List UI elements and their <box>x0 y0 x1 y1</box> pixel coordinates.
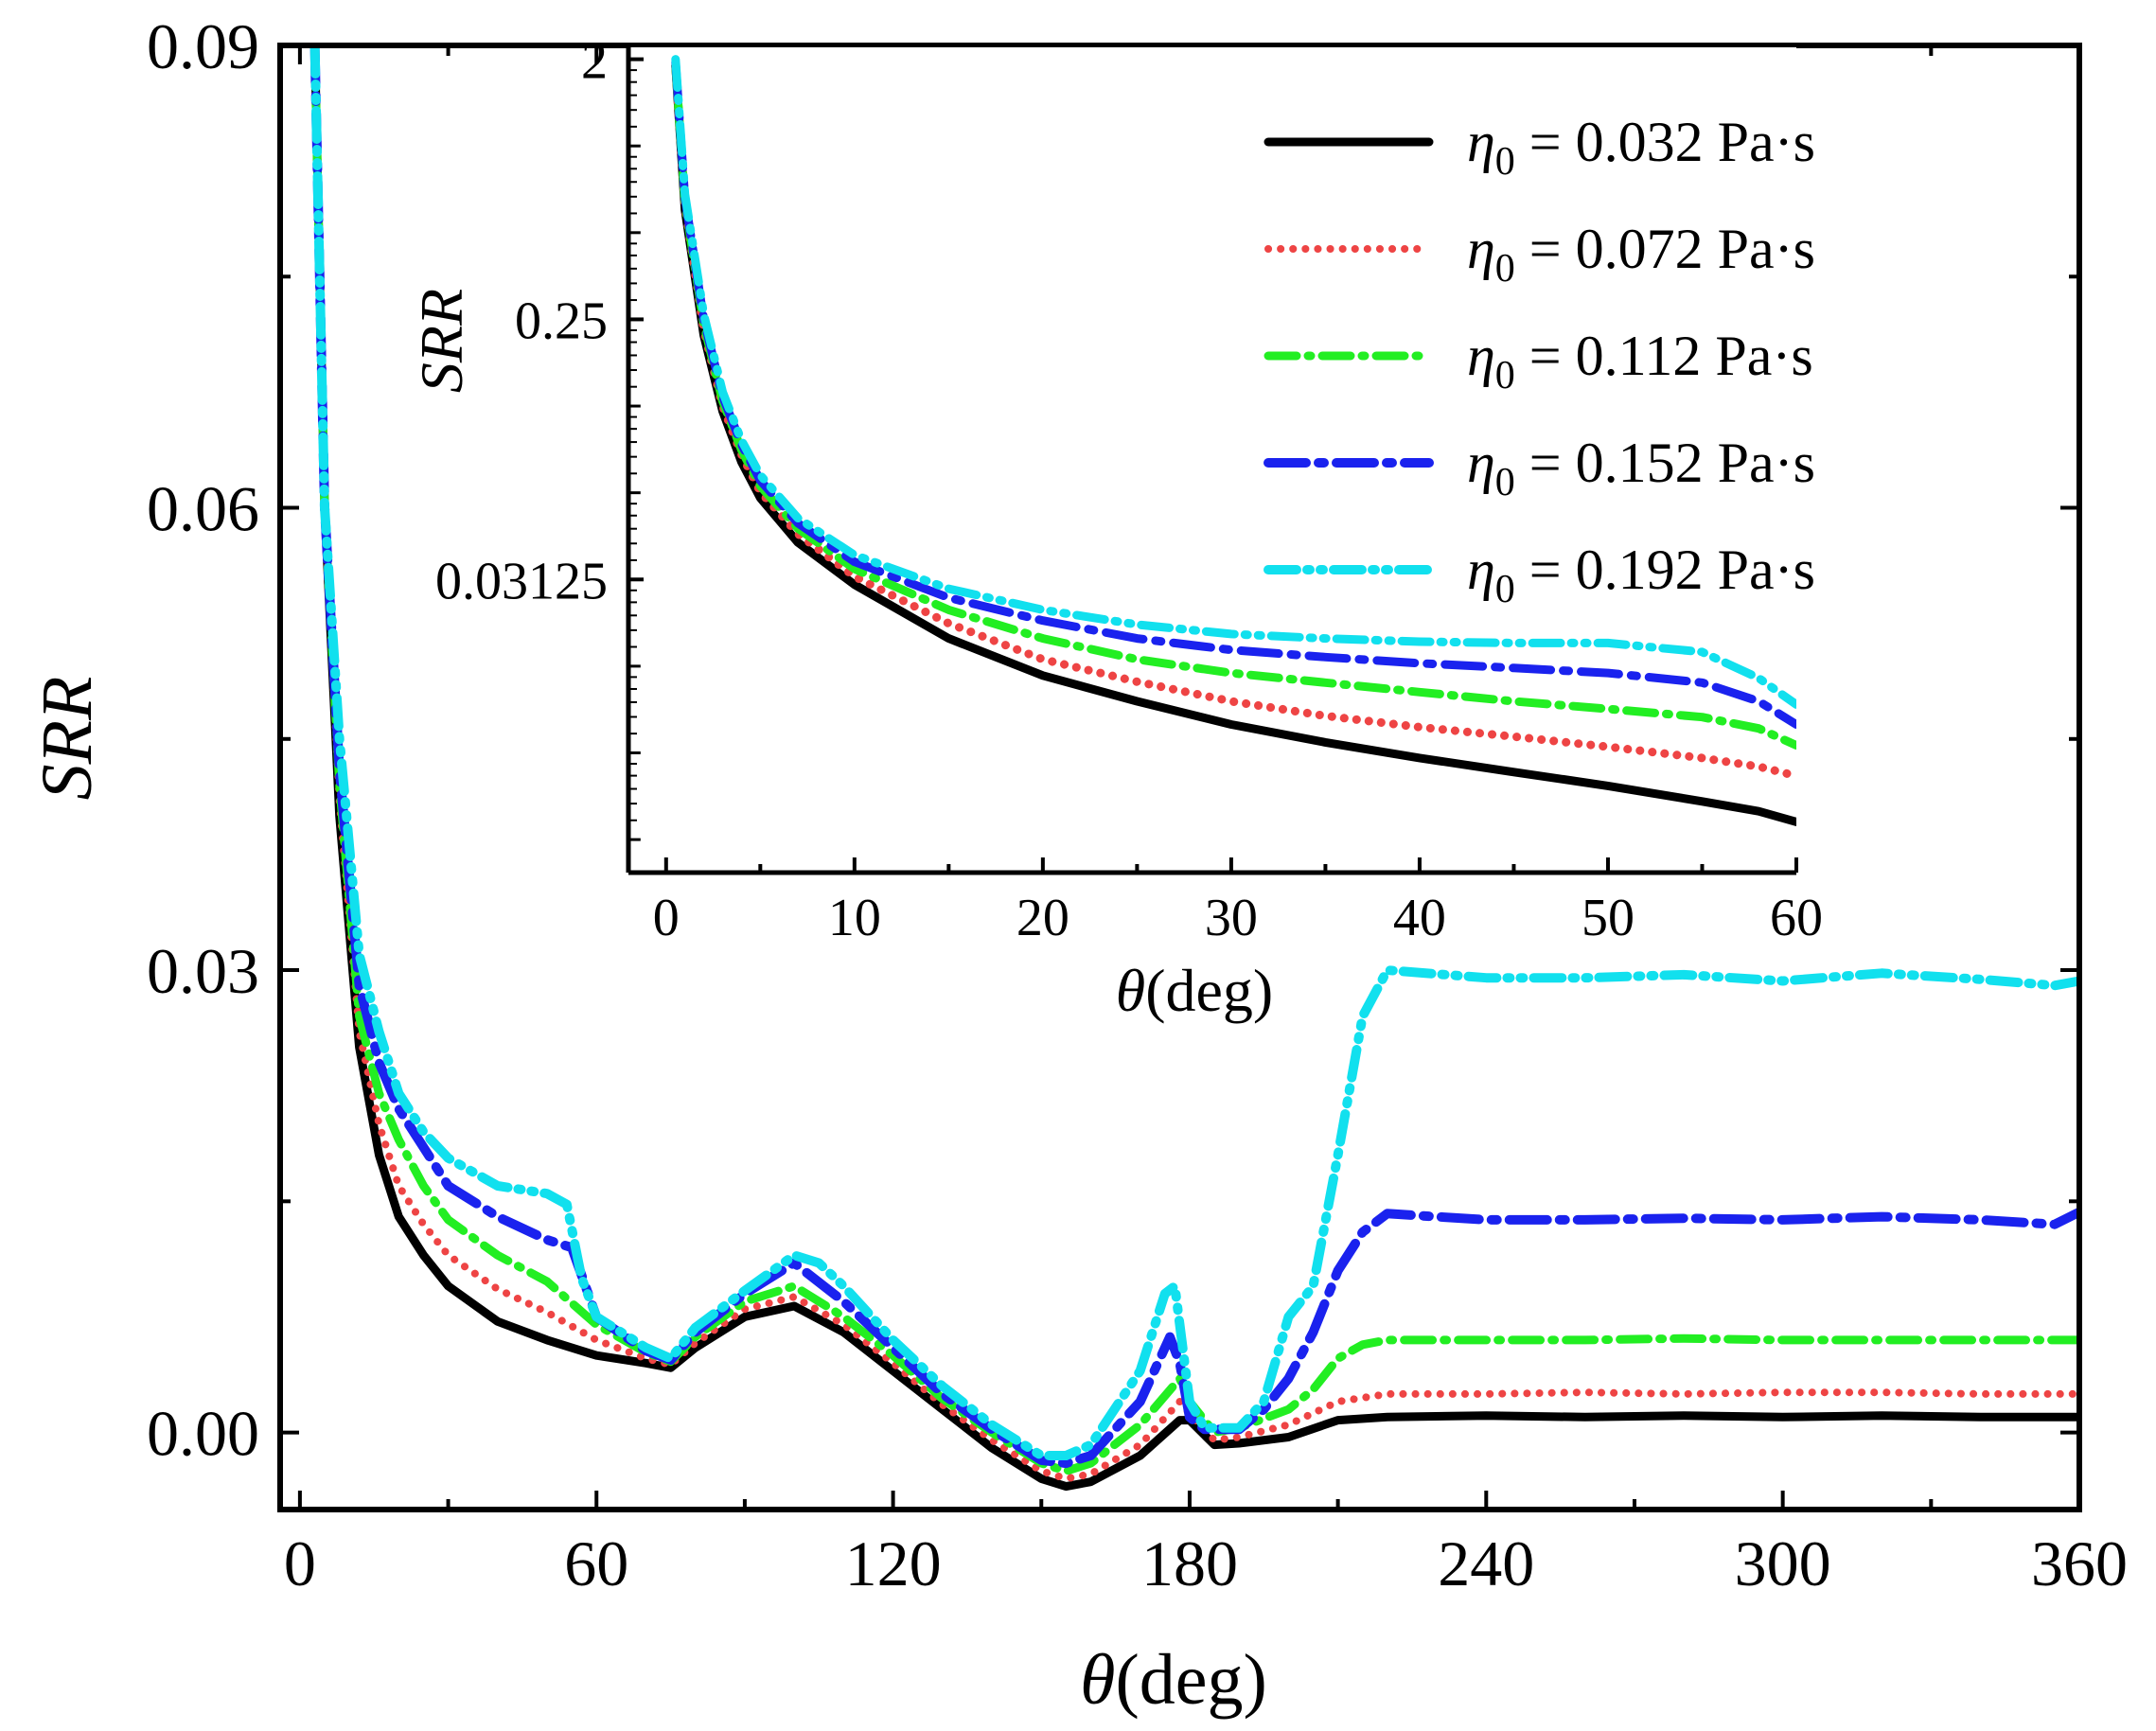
inset-y-axis-title: SRR <box>408 289 475 393</box>
legend-label-0: η0 = 0.032 Pa·s <box>1467 111 1815 184</box>
main-series-line-4 <box>309 45 2079 1460</box>
inset-y-tick-label: 2 <box>581 32 608 91</box>
inset-series-group <box>671 55 1796 826</box>
inset-y-tick-label: 0.03125 <box>435 552 608 610</box>
main-series-line-0 <box>310 45 2079 1492</box>
main-x-tick-label: 120 <box>845 1528 942 1599</box>
main-x-tick-label: 300 <box>1735 1528 1831 1599</box>
inset-x-tick-label: 60 <box>1770 889 1823 947</box>
main-series-line-1 <box>310 45 2079 1483</box>
main-x-tick-label: 240 <box>1438 1528 1534 1599</box>
main-x-axis-unit: (deg) <box>1115 1640 1266 1720</box>
inset-x-axis-unit: (deg) <box>1145 957 1273 1024</box>
inset-y-tick-label: 0.25 <box>515 291 608 350</box>
main-x-tick-label: 360 <box>2031 1528 2128 1599</box>
inset-x-tick-label: 50 <box>1582 889 1635 947</box>
main-x-tick-label: 180 <box>1141 1528 1238 1599</box>
inset-x-tick-label: 0 <box>653 889 680 947</box>
main-x-axis-symbol: θ <box>1080 1640 1115 1720</box>
inset-x-axis-symbol: θ <box>1116 957 1145 1024</box>
inset-x-tick-label: 20 <box>1016 889 1069 947</box>
inset-plot-background <box>628 47 1796 873</box>
inset-axis-ticks: 0 10 20 30 40 50 60 2 0.25 0.03125 <box>435 32 1823 947</box>
inset-x-axis-title: θ(deg) <box>1116 957 1273 1024</box>
main-y-tick-label: 0.09 <box>147 10 259 82</box>
main-y-tick-label: 0.03 <box>147 935 259 1007</box>
main-y-tick-label: 0.06 <box>147 473 259 545</box>
legend: η0 = 0.032 Pa·s η0 = 0.072 Pa·s η0 = 0.112… <box>1264 111 1815 611</box>
inset-x-tick-label: 10 <box>828 889 881 947</box>
inset-x-tick-label: 30 <box>1205 889 1258 947</box>
main-series-group <box>309 45 2079 1492</box>
inset-plot: 0 10 20 30 40 50 60 2 0.25 0.03125 θ(deg) SRR <box>408 32 1823 1024</box>
main-y-axis-title: SRR <box>27 677 107 801</box>
legend-label-4: η0 = 0.192 Pa·s <box>1467 539 1815 611</box>
main-x-tick-label: 0 <box>284 1528 316 1599</box>
inset-series-line-4 <box>671 55 1796 709</box>
main-x-axis-title: θ(deg) <box>1080 1640 1267 1720</box>
legend-label-1: η0 = 0.072 Pa·s <box>1467 218 1815 291</box>
main-plot-frame <box>277 43 2082 1512</box>
main-x-tick-label: 60 <box>564 1528 628 1599</box>
legend-label-3: η0 = 0.152 Pa·s <box>1467 432 1815 504</box>
legend-label-2: η0 = 0.112 Pa·s <box>1467 325 1813 397</box>
main-y-tick-label: 0.00 <box>147 1398 259 1470</box>
inset-x-tick-label: 40 <box>1393 889 1446 947</box>
main-series-line-3 <box>309 45 2079 1469</box>
